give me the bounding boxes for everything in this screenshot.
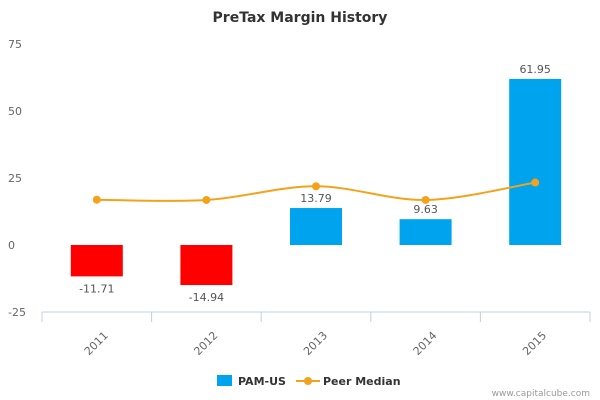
peer-median-point-2011 xyxy=(92,195,101,204)
x-axis xyxy=(41,311,591,322)
peer-median-series xyxy=(92,178,540,204)
data-label-2012: -14.94 xyxy=(189,291,224,304)
bar-2014 xyxy=(399,219,452,245)
y-tick-label: 25 xyxy=(8,172,22,185)
legend: PAM-US Peer Median xyxy=(217,375,401,388)
bar-2013 xyxy=(290,208,342,245)
peer-median-point-2013 xyxy=(312,182,320,191)
peer-median-point-2015 xyxy=(531,178,540,187)
bar-2011 xyxy=(70,245,123,277)
x-tick-label: 2015 xyxy=(520,329,549,358)
y-tick-label: 0 xyxy=(8,239,15,252)
x-axis-labels: 2011 2012 2013 2014 2015 xyxy=(82,329,549,358)
credit-text: www.capitalcube.com xyxy=(492,389,590,399)
legend-swatch-pam-us xyxy=(217,375,232,386)
legend-label-pam-us: PAM-US xyxy=(238,375,286,388)
peer-median-point-2012 xyxy=(202,195,211,204)
y-tick-label: 75 xyxy=(8,38,22,51)
legend-marker-peer-median xyxy=(304,377,312,385)
data-label-2015: 61.95 xyxy=(519,63,551,76)
data-label-2011: -11.71 xyxy=(79,282,114,295)
x-tick-label: 2013 xyxy=(301,329,330,358)
data-label-2014: 9.63 xyxy=(413,203,438,216)
peer-median-point-2014 xyxy=(421,195,430,204)
x-tick-label: 2014 xyxy=(411,329,440,358)
bar-series xyxy=(70,78,562,286)
bar-data-labels: -11.71 -14.94 13.79 9.63 61.95 xyxy=(79,63,551,304)
chart-title: PreTax Margin History xyxy=(213,10,388,26)
bar-2015 xyxy=(509,78,562,245)
x-tick-label: 2012 xyxy=(191,329,220,358)
legend-label-peer-median: Peer Median xyxy=(323,375,401,388)
data-label-2013: 13.79 xyxy=(300,192,332,205)
y-tick-label: -25 xyxy=(8,306,26,319)
y-tick-label: 50 xyxy=(8,105,22,118)
y-axis-ticks: 75 50 25 0 -25 xyxy=(8,38,26,319)
bar-2012 xyxy=(180,245,233,286)
x-tick-label: 2011 xyxy=(82,329,111,358)
